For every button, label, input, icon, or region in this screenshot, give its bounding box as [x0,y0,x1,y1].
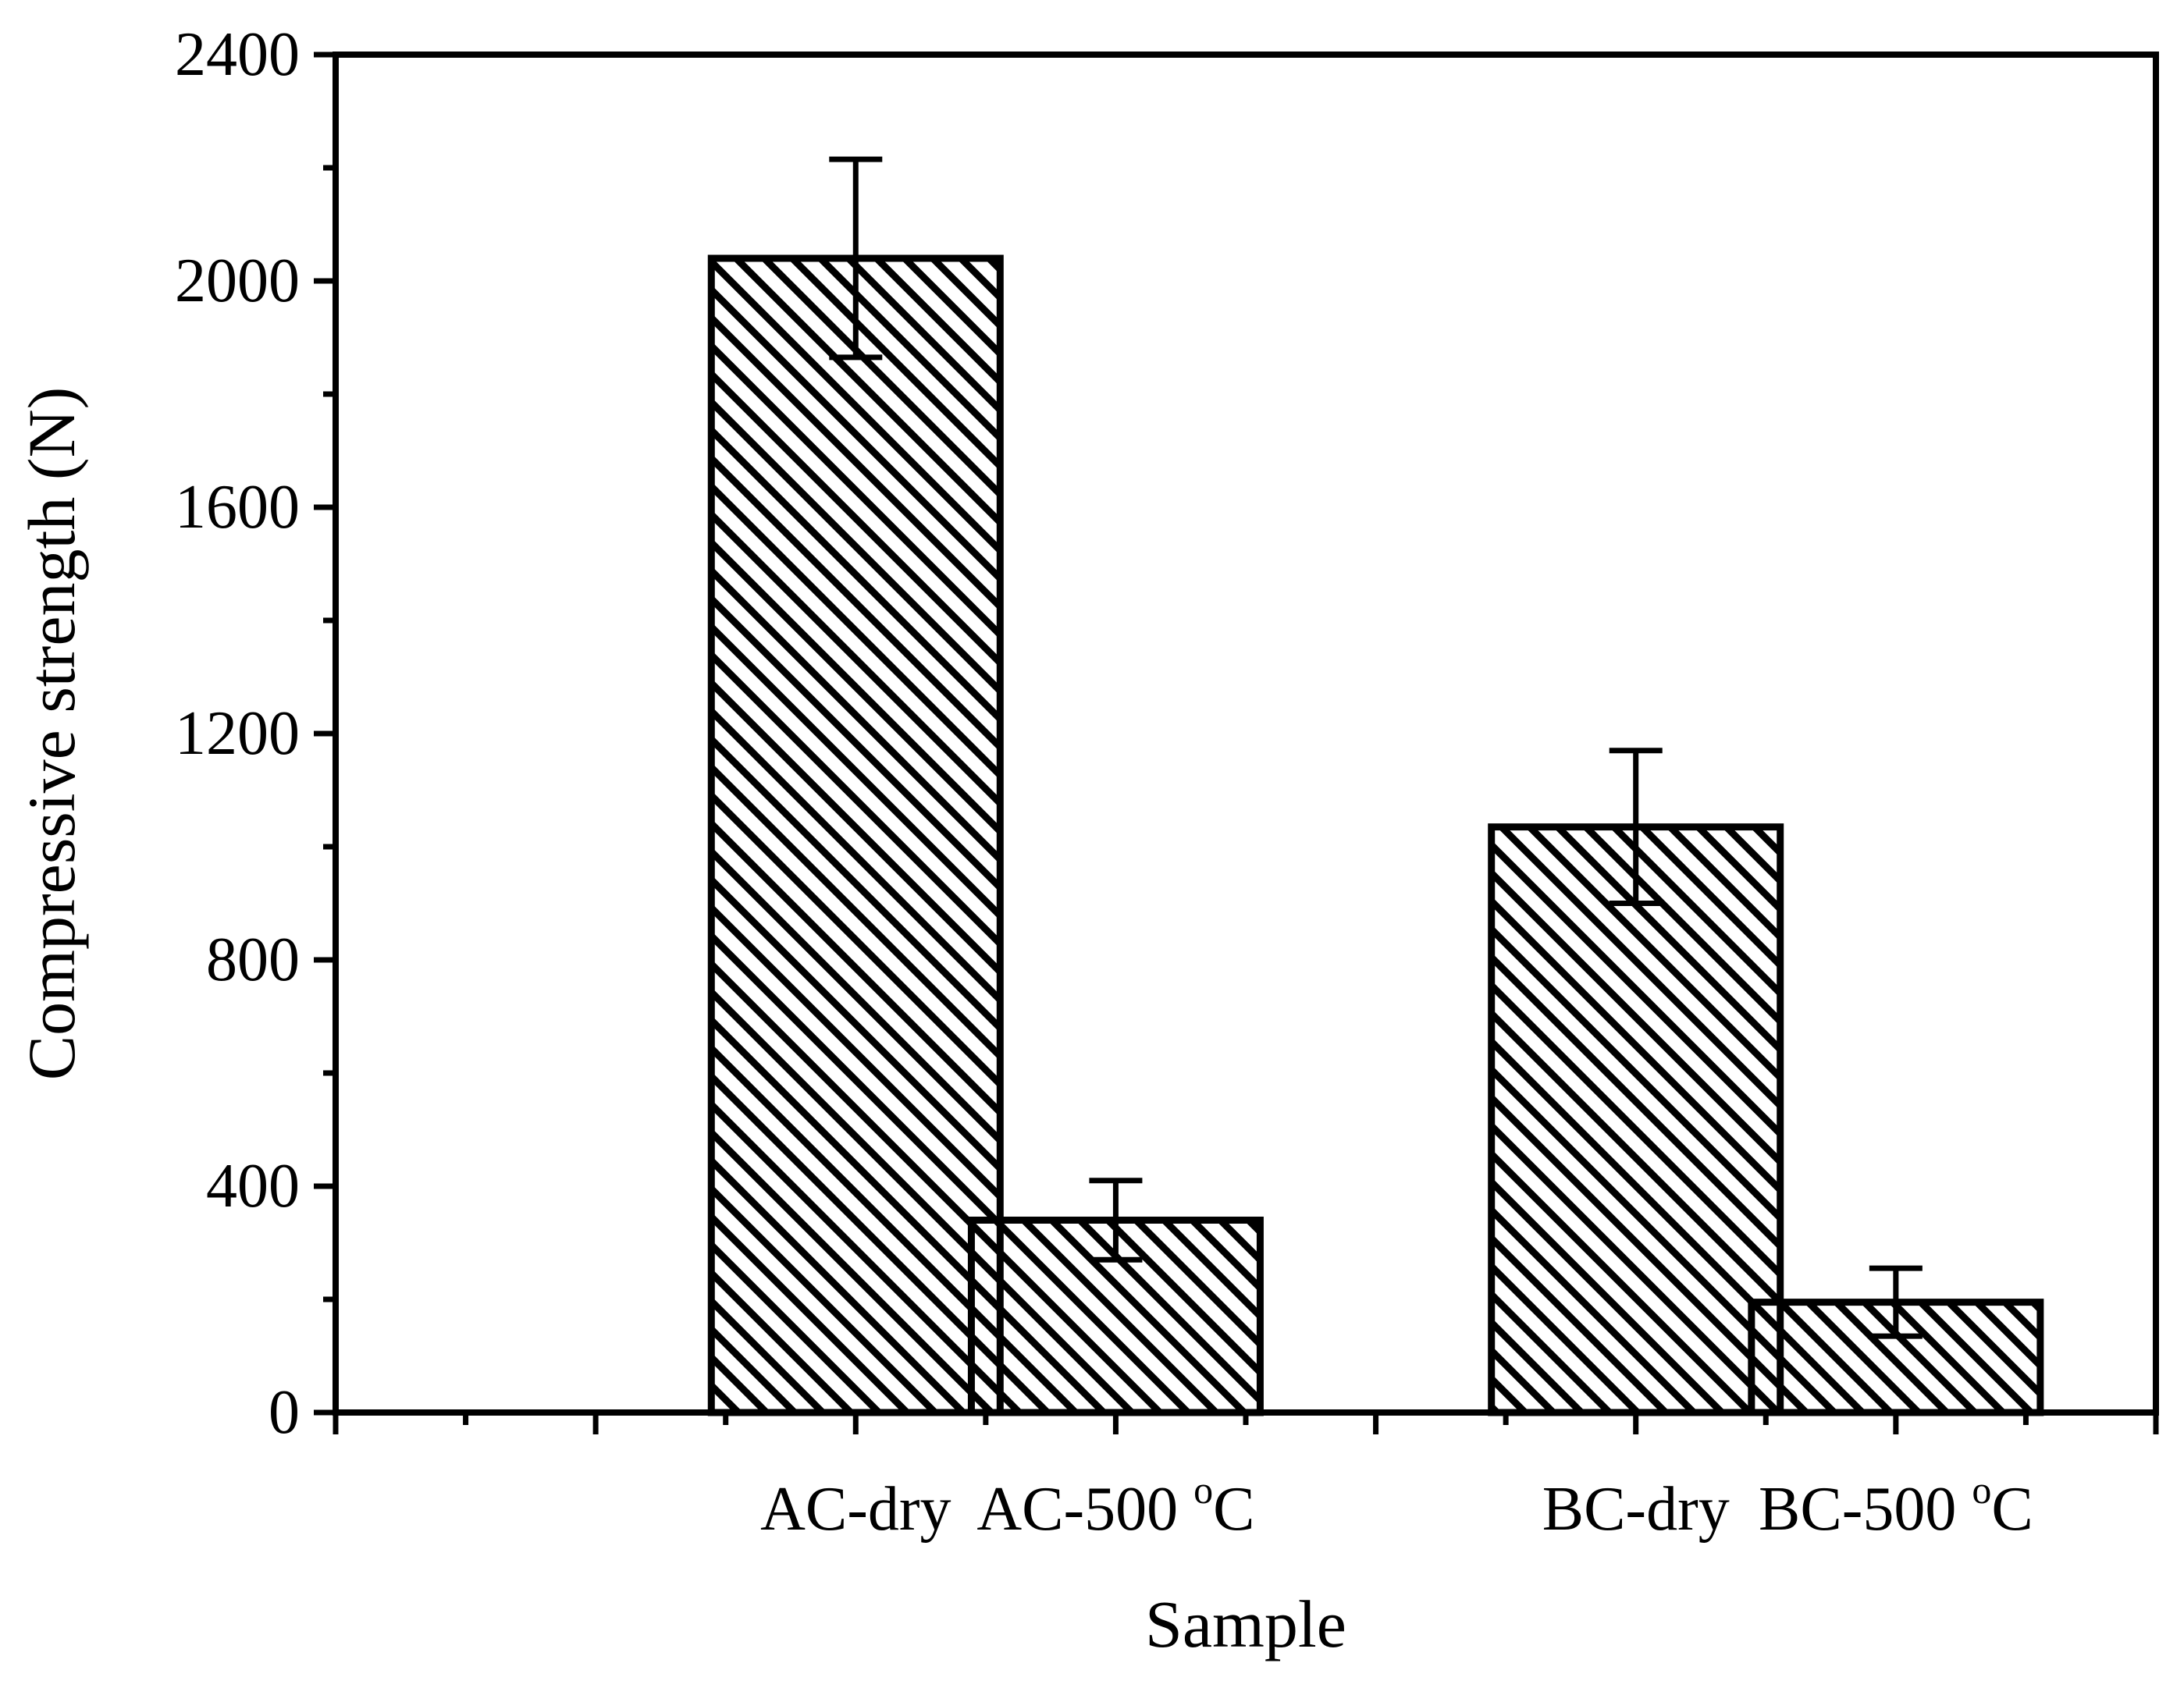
y-tick-label: 1600 [175,473,300,542]
y-tick-label: 1200 [175,699,300,768]
y-tick-label: 400 [206,1152,300,1221]
bars [707,156,2044,1416]
x-axis-title: Sample [1145,1587,1346,1661]
plot-area [333,52,2159,1416]
x-tick-label: BC-dry [1542,1475,1730,1544]
y-axis-title: Compressive strength (N) [14,387,89,1081]
x-tick-label: AC-500 oC [976,1468,1254,1544]
y-tick-label: 0 [269,1378,300,1447]
bar-bc-dry [1488,823,1784,1416]
plot-frame [333,52,2159,1416]
y-tick-label: 800 [206,926,300,994]
labels: 0 400 800 1200 1600 2000 2400 AC-dry AC-500 oC BC… [14,20,2033,1661]
x-tick-label: BC-500 oC [1759,1468,2033,1544]
axes [314,52,2159,1434]
x-tick-label: AC-dry [760,1475,951,1544]
y-tick-label: 2000 [175,247,300,315]
bar-ac-dry [707,254,1004,1416]
y-tick-label: 2400 [175,20,300,89]
